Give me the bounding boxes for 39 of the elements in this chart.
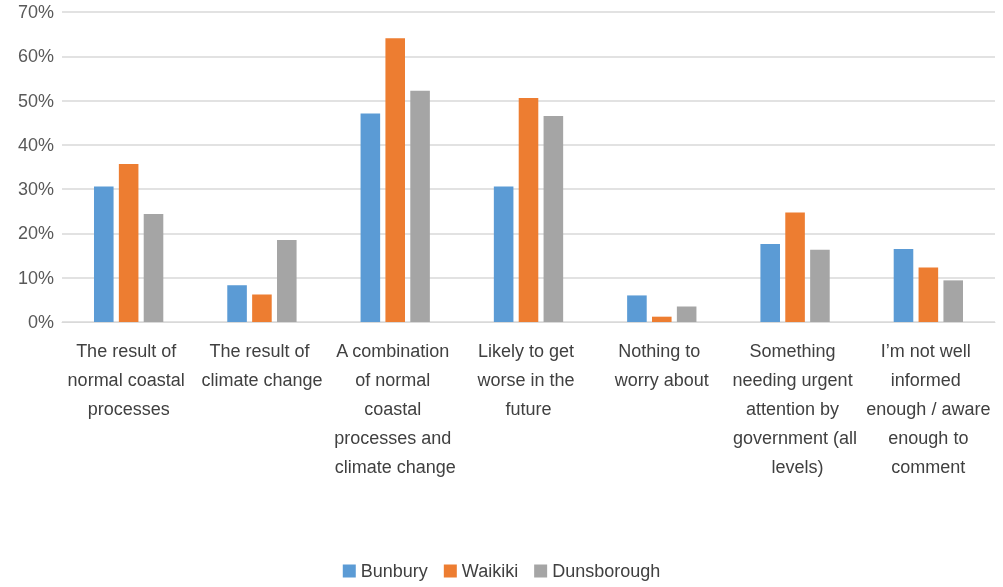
x-tick-label: The result of normal coastal processes: [67, 340, 190, 419]
bar: [410, 90, 430, 322]
x-tick-label: The result of climate change: [201, 340, 323, 390]
y-tick-label: 0%: [27, 312, 54, 332]
x-tick-label: Likely to get worse in the future: [476, 340, 580, 419]
y-tick-label: 20%: [17, 223, 54, 244]
bar: [543, 116, 564, 322]
bar: [360, 113, 381, 322]
x-tick-label: A combination of normal coastal processes and climate change: [334, 340, 457, 477]
bar: [918, 267, 939, 322]
x-tick-label: Something needing urgent attention by government (all levels): [732, 340, 858, 477]
bar: [810, 249, 830, 322]
bar: [277, 240, 297, 322]
bar: [118, 163, 139, 322]
bar: [760, 244, 780, 322]
bar: [893, 248, 914, 322]
bar: [143, 213, 164, 322]
y-tick-label: 50%: [17, 90, 54, 111]
y-tick-label: 60%: [17, 46, 54, 67]
y-tick-label: 10%: [17, 267, 54, 288]
x-tick-label: I’m not well informed enough / aware enough to comment: [866, 340, 991, 477]
bar: [227, 285, 247, 322]
y-tick-label: 70%: [17, 2, 54, 22]
bar: [676, 306, 697, 322]
x-tick-label: Nothing to worry about: [613, 340, 709, 390]
bar: [627, 295, 647, 322]
y-tick-label: 30%: [17, 179, 54, 200]
bar: [385, 38, 405, 322]
y-tick-label: 40%: [17, 134, 54, 155]
bar: [93, 186, 114, 322]
legend-label: Dunsborough: [552, 561, 661, 581]
bar: [943, 280, 964, 322]
legend-label: Waikiki: [461, 561, 519, 581]
bar: [252, 294, 272, 322]
bar: [652, 316, 672, 322]
bar: [785, 212, 805, 322]
bar: [493, 186, 514, 322]
legend-label: Bunbury: [360, 561, 428, 581]
bar: [518, 97, 539, 322]
